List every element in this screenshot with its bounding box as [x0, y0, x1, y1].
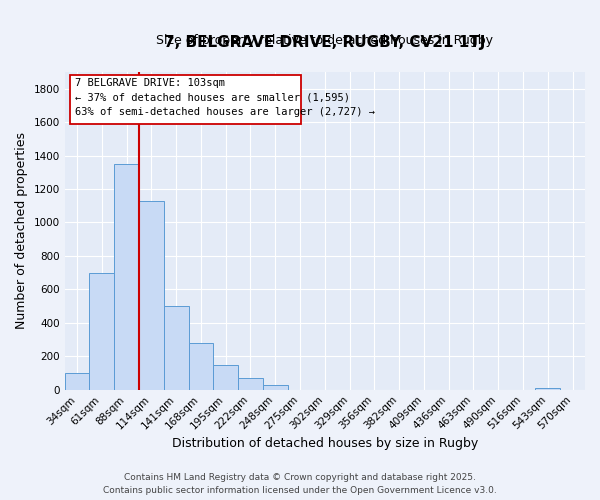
Text: Contains HM Land Registry data © Crown copyright and database right 2025.
Contai: Contains HM Land Registry data © Crown c… — [103, 474, 497, 495]
FancyBboxPatch shape — [70, 75, 301, 124]
Bar — [214, 366, 238, 390]
Text: 7 BELGRAVE DRIVE: 103sqm
← 37% of detached houses are smaller (1,595)
63% of sem: 7 BELGRAVE DRIVE: 103sqm ← 37% of detach… — [75, 78, 375, 117]
Y-axis label: Number of detached properties: Number of detached properties — [15, 132, 28, 330]
Text: 7, BELGRAVE DRIVE, RUGBY, CV21 1TJ: 7, BELGRAVE DRIVE, RUGBY, CV21 1TJ — [164, 34, 485, 50]
Bar — [263, 384, 287, 390]
X-axis label: Distribution of detached houses by size in Rugby: Distribution of detached houses by size … — [172, 437, 478, 450]
Bar — [188, 343, 214, 390]
Bar — [139, 200, 164, 390]
Bar — [164, 306, 188, 390]
Title: Size of property relative to detached houses in Rugby: Size of property relative to detached ho… — [157, 34, 493, 47]
Bar — [89, 272, 114, 390]
Bar — [535, 388, 560, 390]
Bar — [65, 373, 89, 390]
Bar — [238, 378, 263, 390]
Bar — [114, 164, 139, 390]
